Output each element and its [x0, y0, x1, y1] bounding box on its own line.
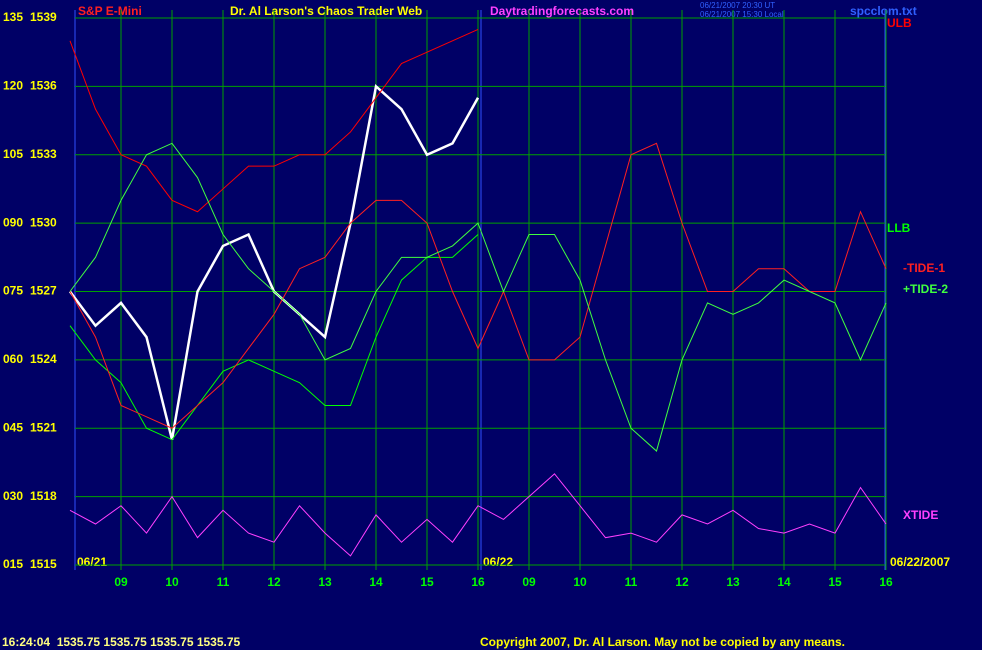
x-tick-label: 09	[114, 575, 128, 589]
x-tick-label: 16	[879, 575, 893, 589]
x-tick-label: 13	[318, 575, 332, 589]
x-tick-label: 10	[165, 575, 179, 589]
series-label: +TIDE-2	[903, 282, 948, 296]
series-label: LLB	[887, 221, 911, 235]
x-tick-label: 11	[625, 575, 638, 589]
x-tick-label: 14	[369, 575, 383, 589]
file-name: spcclom.txt	[850, 4, 917, 18]
x-tick-label: 10	[573, 575, 587, 589]
x-tick-label: 12	[267, 575, 281, 589]
status: 16:24:04 1535.75 1535.75 1535.75 1535.75	[2, 635, 241, 649]
date-label: 06/21	[77, 555, 107, 569]
x-tick-label: 09	[522, 575, 536, 589]
y2-tick-label: 060	[3, 352, 23, 366]
x-tick-label: 13	[726, 575, 740, 589]
timestamp: 06/21/2007 20:30 UT	[700, 1, 775, 10]
chart-title: Dr. Al Larson's Chaos Trader Web	[230, 4, 422, 18]
instrument: S&P E-Mini	[78, 4, 142, 18]
y2-tick-label: 015	[3, 557, 23, 571]
y-tick-label: 1515	[30, 557, 57, 571]
y-tick-label: 1533	[30, 147, 57, 161]
x-tick-label: 15	[420, 575, 434, 589]
x-tick-label: 11	[217, 575, 230, 589]
y-tick-label: 1539	[30, 10, 57, 24]
series-line	[69, 473, 887, 557]
y-tick-label: 1518	[30, 489, 57, 503]
series-label: XTIDE	[903, 508, 938, 522]
timestamp: 06/21/2007 15:30 Local	[700, 10, 784, 19]
y2-tick-label: 135	[3, 10, 23, 24]
series-line	[69, 142, 887, 452]
y-tick-label: 1530	[30, 215, 57, 229]
copyright: Copyright 2007, Dr. Al Larson. May not b…	[480, 635, 845, 649]
y-tick-label: 1521	[30, 420, 57, 434]
y2-tick-label: 090	[3, 215, 23, 229]
date-label: 06/22	[483, 555, 513, 569]
series-label: -TIDE-1	[903, 261, 945, 275]
y-tick-label: 1536	[30, 79, 57, 93]
x-tick-label: 15	[828, 575, 842, 589]
y-tick-label: 1524	[30, 352, 57, 366]
x-tick-label: 14	[777, 575, 791, 589]
y-tick-label: 1527	[30, 284, 57, 298]
series-line	[69, 142, 887, 429]
y2-tick-label: 075	[3, 284, 23, 298]
series-label: ULB	[887, 16, 912, 30]
date-label: 06/22/2007	[890, 555, 950, 569]
x-tick-label: 12	[675, 575, 689, 589]
x-tick-label: 16	[471, 575, 485, 589]
y2-tick-label: 030	[3, 489, 23, 503]
y2-tick-label: 105	[3, 147, 23, 161]
y2-tick-label: 045	[3, 420, 23, 434]
website: Daytradingforecasts.com	[490, 4, 634, 18]
series-line	[69, 28, 479, 213]
y2-tick-label: 120	[3, 79, 23, 93]
